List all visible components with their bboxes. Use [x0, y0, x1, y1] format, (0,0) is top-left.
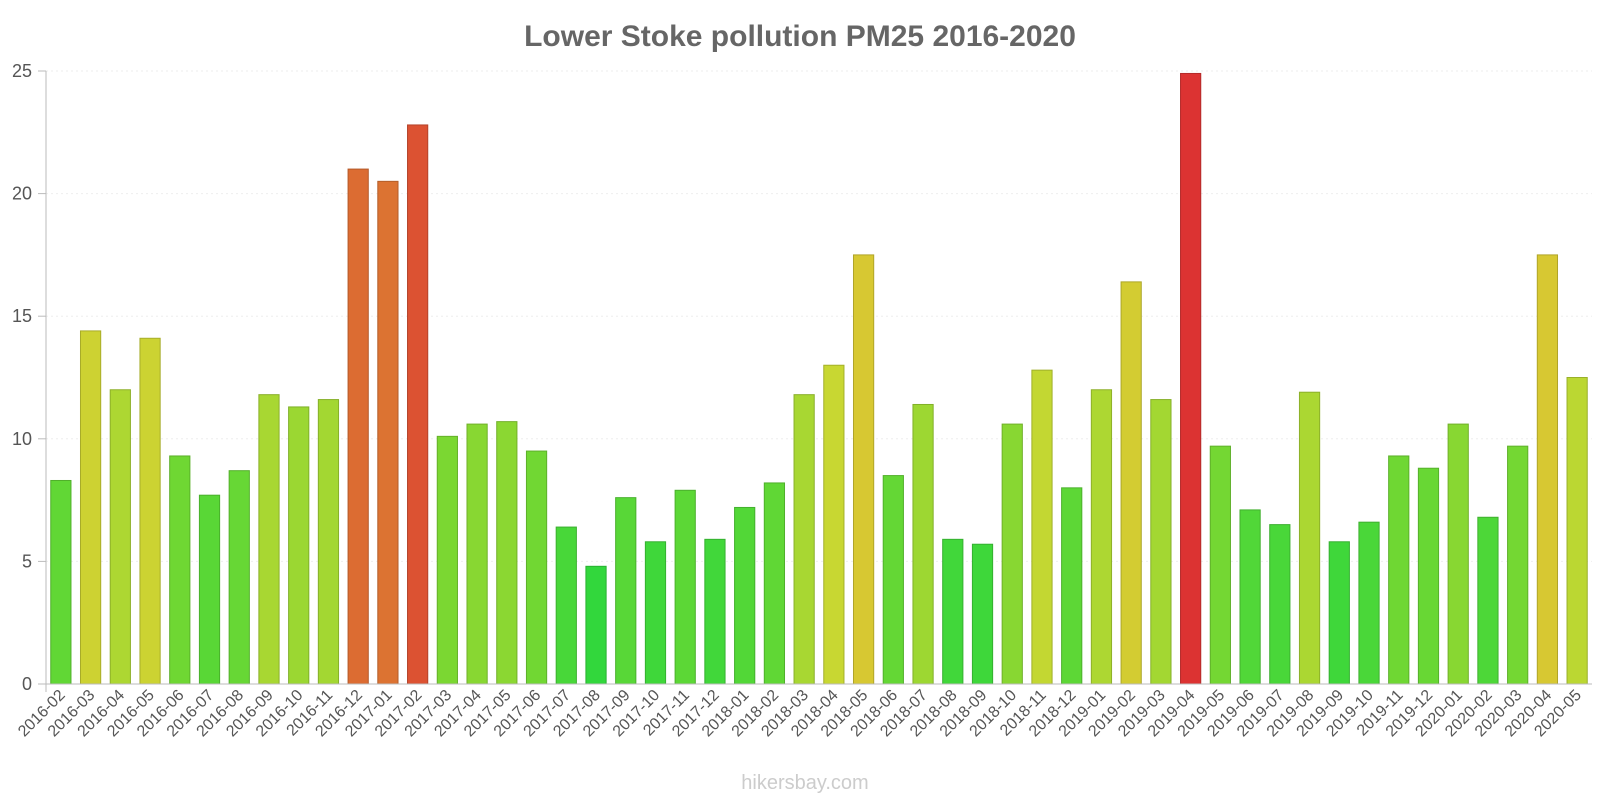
bar-2016-06 — [169, 455, 191, 685]
y-tick-label: 20 — [12, 184, 32, 204]
bar-2016-10 — [288, 406, 310, 685]
bar-2016-12 — [347, 168, 369, 685]
bar-2016-07 — [198, 494, 221, 685]
y-tick-label: 15 — [12, 306, 32, 326]
bar-2017-02 — [407, 124, 429, 685]
bar-2017-12 — [704, 538, 726, 685]
bar-2020-04 — [1536, 254, 1559, 685]
bar-2019-04 — [1180, 72, 1202, 685]
bars — [50, 72, 1588, 685]
bar-2018-01 — [734, 506, 756, 685]
bar-2018-08 — [942, 538, 964, 685]
bar-2019-11 — [1388, 455, 1410, 685]
y-tick-label: 0 — [22, 674, 32, 694]
bar-2019-03 — [1150, 399, 1172, 685]
bar-2017-05 — [496, 421, 518, 685]
bar-2018-06 — [882, 475, 904, 685]
bar-2017-08 — [585, 565, 607, 685]
bar-2018-05 — [852, 254, 875, 685]
bar-2019-01 — [1090, 389, 1113, 685]
bar-2019-05 — [1209, 445, 1231, 685]
bar-2017-06 — [525, 450, 548, 685]
y-tick-label: 25 — [12, 61, 32, 81]
bar-2019-09 — [1328, 541, 1350, 685]
bar-2019-10 — [1358, 521, 1380, 685]
bar-2019-06 — [1239, 509, 1261, 685]
bar-2018-09 — [971, 543, 994, 685]
bar-2017-03 — [436, 435, 458, 685]
bar-2018-02 — [763, 482, 786, 685]
bar-2018-10 — [1001, 423, 1023, 685]
bar-2017-01 — [377, 180, 399, 685]
site-credit: hikersbay.com — [741, 772, 868, 794]
chart-title: Lower Stoke pollution PM25 2016-2020 — [524, 20, 1076, 53]
bar-2020-05 — [1566, 377, 1588, 685]
bar-2020-01 — [1447, 423, 1469, 685]
y-tick-label: 10 — [12, 429, 32, 449]
bar-2018-04 — [823, 364, 845, 685]
bar-2016-05 — [139, 337, 161, 685]
bar-2020-02 — [1477, 516, 1499, 685]
bar-2017-11 — [674, 489, 696, 685]
bar-2018-11 — [1031, 369, 1053, 685]
bar-2017-04 — [466, 423, 488, 685]
bar-2016-11 — [317, 399, 340, 685]
bar-2019-02 — [1120, 281, 1142, 685]
bar-2016-04 — [109, 389, 131, 685]
bar-2018-12 — [1061, 487, 1083, 685]
bar-2017-10 — [644, 541, 667, 685]
bar-2019-08 — [1298, 391, 1321, 685]
x-axis-ticks: 2016-022016-032016-042016-052016-062016-… — [15, 687, 1585, 741]
bar-2016-02 — [50, 479, 72, 685]
bar-2020-03 — [1507, 445, 1529, 685]
bar-2017-07 — [555, 526, 577, 685]
bar-2019-12 — [1417, 467, 1440, 685]
y-axis-ticks: 0 5 10 15 20 25 — [12, 61, 46, 694]
y-tick-label: 5 — [22, 551, 32, 571]
bar-2016-09 — [258, 394, 280, 685]
bar-2016-03 — [79, 330, 102, 685]
bar-2016-08 — [228, 470, 250, 685]
bar-2018-07 — [912, 403, 934, 685]
bar-2019-07 — [1269, 524, 1291, 685]
bar-2018-03 — [793, 394, 815, 685]
bar-2017-09 — [615, 497, 637, 685]
